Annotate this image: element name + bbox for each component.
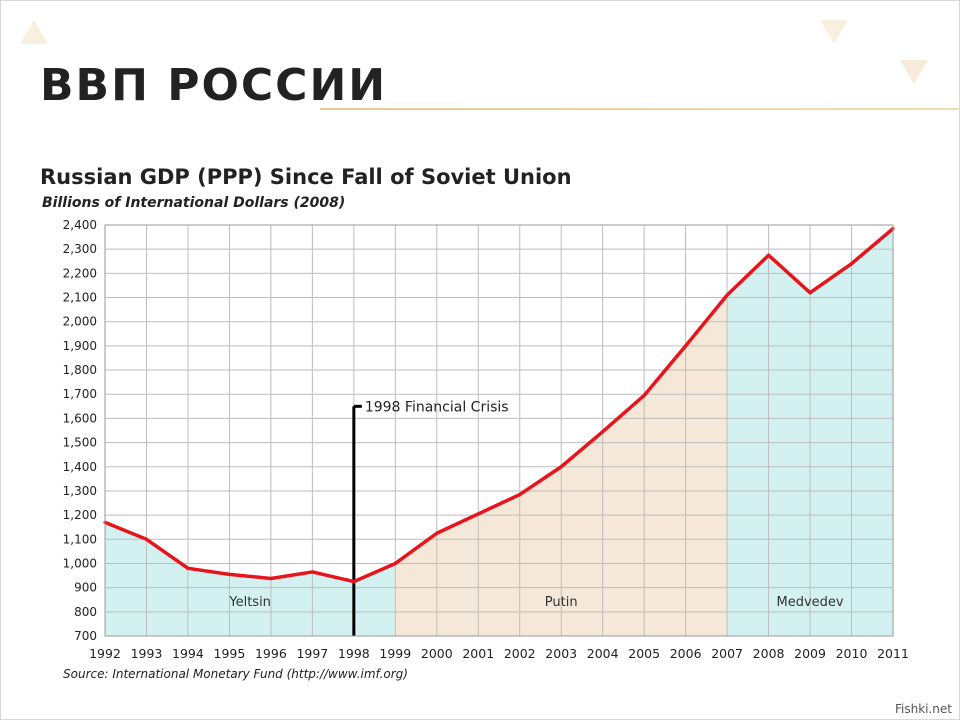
decorative-triangle xyxy=(900,60,928,84)
title-underline xyxy=(320,108,960,110)
y-tick-label: 1,600 xyxy=(63,411,97,425)
x-tick-label: 2005 xyxy=(628,646,660,661)
y-tick-label: 1,300 xyxy=(63,484,97,498)
x-tick-label: 1996 xyxy=(255,646,287,661)
gdp-data-point xyxy=(269,576,273,581)
x-tick-label: 1998 xyxy=(338,646,370,661)
x-tick-label: 2007 xyxy=(711,646,743,661)
gdp-data-point xyxy=(808,291,812,295)
plot-border xyxy=(104,224,894,637)
gdp-data-point xyxy=(435,531,439,535)
y-tick-label: 2,000 xyxy=(63,315,97,329)
gdp-data-point xyxy=(186,566,190,570)
x-tick-label: 1993 xyxy=(131,646,163,661)
y-tick-label: 800 xyxy=(74,605,97,619)
chart-source: Source: International Monetary Fund (htt… xyxy=(63,667,408,681)
gdp-data-point xyxy=(476,512,480,516)
gdp-data-point xyxy=(684,344,688,348)
y-tick-label: 1,100 xyxy=(63,532,97,546)
x-tick-label: 2006 xyxy=(670,646,702,661)
x-tick-label: 2008 xyxy=(753,646,785,661)
era-label: Yeltsin xyxy=(228,595,271,610)
gdp-data-point xyxy=(310,570,314,574)
y-tick-label: 1,200 xyxy=(63,508,97,522)
y-tick-label: 1,400 xyxy=(63,460,97,474)
x-tick-label: 1992 xyxy=(89,646,121,661)
gdp-series-line xyxy=(104,227,895,584)
decorative-triangle xyxy=(820,20,848,44)
y-tick-label: 1,800 xyxy=(63,363,97,377)
watermark: Fishki.net xyxy=(894,702,952,716)
gdp-data-point xyxy=(766,253,771,257)
gdp-data-point xyxy=(601,430,605,434)
x-tick-label: 1999 xyxy=(379,646,411,661)
y-tick-label: 2,400 xyxy=(63,218,97,232)
y-tick-label: 1,900 xyxy=(63,339,97,353)
gdp-data-point xyxy=(227,572,232,576)
x-tick-label: 2009 xyxy=(794,646,826,661)
gdp-data-point xyxy=(642,393,646,398)
decorative-triangle xyxy=(20,20,48,44)
gdp-data-point xyxy=(849,262,854,266)
x-tick-label: 1997 xyxy=(296,646,328,661)
x-tick-label: 2002 xyxy=(504,646,536,661)
era-label: Putin xyxy=(545,595,578,610)
x-tick-label: 2004 xyxy=(587,646,619,661)
y-tick-label: 700 xyxy=(74,629,97,643)
y-tick-label: 900 xyxy=(74,581,97,595)
y-tick-label: 1,500 xyxy=(63,436,97,450)
x-tick-label: 2000 xyxy=(421,646,453,661)
era-area xyxy=(105,522,396,636)
y-tick-label: 2,100 xyxy=(63,291,97,305)
chart-title: Russian GDP (PPP) Since Fall of Soviet U… xyxy=(40,165,572,189)
x-tick-label: 1995 xyxy=(214,646,246,661)
slide-title: ВВП РОССИИ xyxy=(40,60,388,111)
gdp-data-point xyxy=(518,492,522,497)
y-tick-label: 2,300 xyxy=(63,242,97,256)
gdp-data-point xyxy=(725,293,729,297)
y-tick-label: 2,200 xyxy=(63,266,97,280)
y-tick-label: 1,000 xyxy=(63,556,97,570)
gdp-line-chart: 700 800 900 1,000 1,100 1,200 1,300 1,400 1,500 1… xyxy=(63,218,909,661)
gdp-data-point xyxy=(393,561,397,566)
x-tick-label: 2003 xyxy=(545,646,577,661)
x-tick-label: 2011 xyxy=(877,646,909,661)
era-label: Medvedev xyxy=(776,595,843,610)
x-tick-label: 1994 xyxy=(172,646,204,661)
gdp-data-point xyxy=(559,465,563,469)
chart-subtitle: Billions of International Dollars (2008) xyxy=(42,195,346,211)
annotation-label: 1998 Financial Crisis xyxy=(365,399,509,415)
gdp-data-point xyxy=(352,580,356,584)
chart-panel: 700 800 900 1,000 1,100 1,200 1,300 1,400 1,500 1… xyxy=(35,155,935,685)
gdp-data-point xyxy=(144,537,149,541)
x-tick-label: 2010 xyxy=(836,646,868,661)
y-tick-label: 1,700 xyxy=(63,387,97,401)
x-tick-label: 2001 xyxy=(462,646,494,661)
